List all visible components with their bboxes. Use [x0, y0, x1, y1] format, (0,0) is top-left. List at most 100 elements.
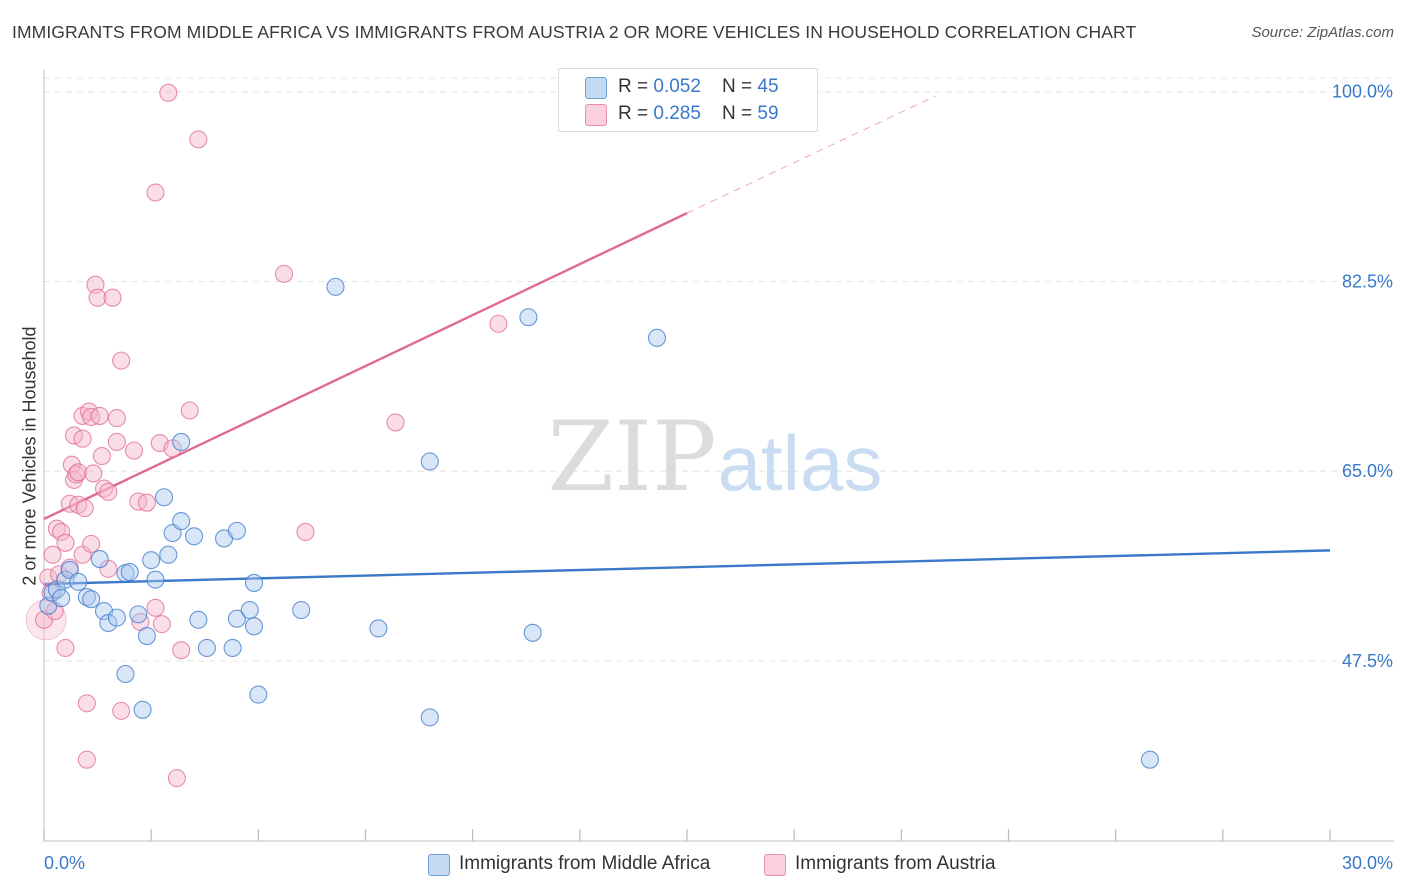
austria-point: [172, 641, 191, 660]
legend-swatch-blue: [585, 77, 607, 99]
austria-point: [296, 522, 315, 541]
middle-africa-point: [420, 708, 439, 727]
austria-point: [73, 429, 92, 448]
austria-points: [25, 83, 508, 788]
watermark: ZIP atlas: [547, 401, 882, 513]
legend-swatch-pink: [585, 104, 607, 126]
middle-africa-point: [223, 638, 242, 658]
austria-point: [112, 701, 131, 720]
axes: [43, 70, 1394, 842]
legend-r-label: R =: [618, 76, 654, 97]
middle-africa-point: [227, 609, 246, 628]
middle-africa-point: [90, 550, 109, 569]
austria-trend-extension: [686, 95, 936, 214]
middle-africa-point: [189, 610, 208, 629]
middle-africa-point: [146, 570, 165, 589]
y-tick-label: 82.5%: [1342, 271, 1393, 291]
bottom-legend-label-pink: Immigrants from Austria: [795, 853, 996, 874]
watermark-atlas: atlas: [718, 419, 883, 507]
chart-title: IMMIGRANTS FROM MIDDLE AFRICA VS IMMIGRA…: [12, 22, 1137, 42]
austria-point: [69, 463, 88, 482]
austria-point: [52, 522, 71, 541]
austria-point: [189, 130, 208, 149]
middle-africa-point: [142, 551, 161, 570]
austria-point: [56, 638, 75, 658]
x-tick-label: 30.0%: [1342, 853, 1393, 873]
middle-africa-point: [240, 600, 259, 620]
middle-africa-point: [249, 685, 268, 704]
middle-africa-point: [227, 521, 246, 540]
middle-africa-point: [172, 432, 191, 451]
austria-point: [43, 545, 62, 564]
legend-r-value: 0.285: [653, 103, 701, 124]
bottom-legend-label-blue: Immigrants from Middle Africa: [459, 853, 711, 874]
legend-n-value: 45: [757, 76, 779, 97]
austria-point: [107, 432, 126, 451]
x-tick-label: 0.0%: [44, 853, 85, 873]
bottom-legend-swatch-pink: [764, 854, 786, 876]
legend-n-label: N =: [722, 76, 758, 97]
austria-point: [137, 493, 156, 512]
austria-point: [112, 351, 131, 370]
middle-africa-point: [420, 452, 439, 471]
austria-point: [75, 499, 94, 518]
middle-africa-point: [172, 512, 191, 531]
middle-africa-point: [184, 527, 204, 546]
austria-trend-line: [43, 212, 688, 521]
austria-point: [92, 446, 111, 466]
austria-point: [62, 455, 81, 474]
middle-africa-point: [326, 277, 345, 296]
middle-africa-point: [244, 617, 264, 636]
middle-africa-trend-line: [43, 549, 1331, 586]
middle-africa-point: [107, 608, 126, 627]
tick-labels: 47.5% 65.0% 82.5% 100.0% 0.0% 30.0%: [44, 82, 1393, 873]
middle-africa-point: [116, 664, 135, 684]
austria-point: [386, 413, 405, 432]
middle-africa-point: [523, 623, 542, 642]
middle-africa-point: [69, 572, 88, 591]
austria-point: [84, 464, 103, 483]
middle-africa-point: [647, 328, 667, 347]
austria-point: [77, 694, 96, 713]
austria-point: [146, 183, 165, 202]
middle-africa-point: [159, 545, 178, 564]
austria-point: [99, 482, 118, 501]
austria-point: [489, 314, 508, 333]
legend-r-value: 0.052: [653, 76, 701, 97]
source-credit: Source: ZipAtlas.com: [1251, 24, 1394, 41]
austria-point: [159, 83, 178, 102]
middle-africa-point: [82, 590, 101, 609]
austria-point: [90, 406, 109, 425]
austria-point: [180, 401, 199, 420]
correlation-legend: R = 0.052 N = 45 R = 0.285 N = 59: [558, 68, 818, 132]
watermark-zip: ZIP: [547, 401, 716, 513]
middle-africa-point: [292, 600, 311, 620]
middle-africa-point: [120, 563, 139, 582]
middle-africa-point: [99, 613, 118, 633]
austria-point: [152, 615, 171, 634]
austria-point: [82, 534, 101, 553]
middle-africa-point: [133, 700, 152, 719]
austria-point: [124, 441, 144, 460]
middle-africa-point: [369, 619, 388, 638]
austria-point: [167, 769, 186, 788]
austria-point: [88, 288, 107, 307]
y-axis-label: 2 or more Vehicles in Household: [19, 326, 40, 586]
bottom-legend-swatch-blue: [428, 854, 450, 876]
middle-africa-point: [137, 627, 156, 646]
middle-africa-point: [129, 605, 148, 624]
middle-africa-point: [1140, 750, 1160, 769]
middle-africa-point: [52, 589, 71, 608]
legend-n-value: 59: [757, 103, 779, 124]
y-tick-label: 100.0%: [1332, 82, 1393, 102]
legend-n-label: N =: [722, 103, 758, 124]
austria-point: [275, 264, 294, 283]
legend-r-label: R =: [618, 103, 654, 124]
austria-point: [56, 533, 75, 552]
middle-africa-point: [244, 573, 264, 592]
y-tick-label: 65.0%: [1342, 461, 1393, 481]
middle-africa-point: [197, 638, 216, 658]
austria-point: [77, 750, 96, 769]
austria-point: [107, 409, 126, 428]
